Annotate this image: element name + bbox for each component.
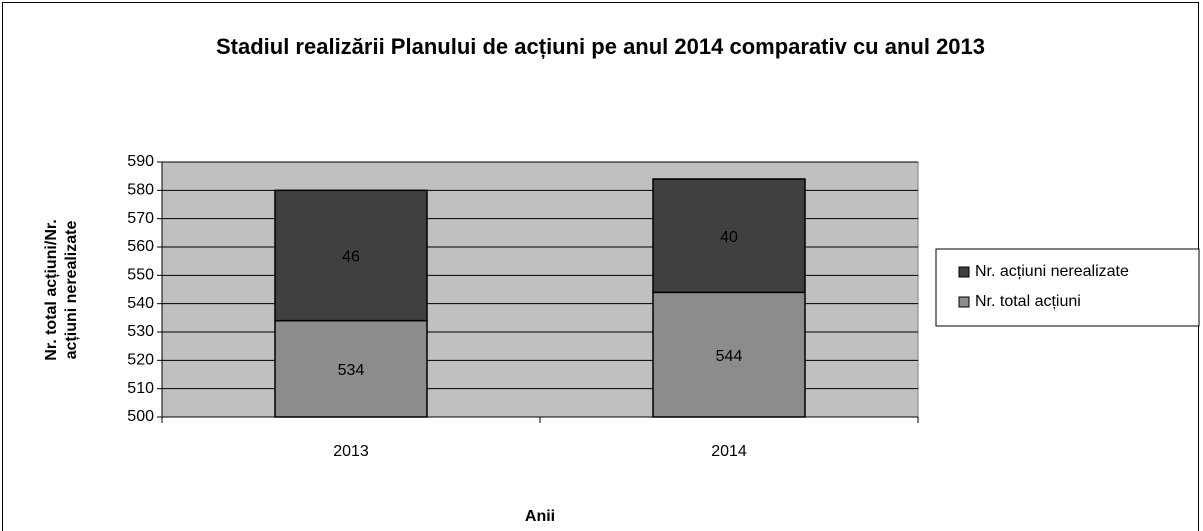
y-tick-label: 580: [127, 182, 154, 199]
y-tick-label: 500: [127, 408, 154, 425]
data-label: 544: [716, 348, 743, 365]
y-tick-label: 520: [127, 352, 154, 369]
bar-segment: [274, 189, 428, 322]
legend-label: Nr. total acțiuni: [975, 293, 1081, 310]
legend-box: [935, 248, 1200, 327]
bar-segment: [652, 178, 806, 294]
y-tick-label: 540: [127, 295, 154, 312]
y-tick-label: 570: [127, 210, 154, 227]
bar-segment: [652, 291, 806, 418]
y-tick-label: 550: [127, 267, 154, 284]
x-tick-label: 2014: [711, 443, 747, 460]
legend-swatch: [958, 266, 970, 278]
data-label: 40: [720, 229, 738, 246]
y-tick-label: 510: [127, 380, 154, 397]
chart-title: Stadiul realizării Planului de acțiuni p…: [215, 34, 986, 59]
x-axis-label: Anii: [525, 508, 555, 525]
legend-label: Nr. acțiuni nerealizate: [975, 263, 1129, 280]
data-label: 46: [342, 249, 360, 266]
y-tick-label: 590: [127, 153, 154, 170]
x-tick-label: 2013: [333, 443, 369, 460]
bar-segment: [274, 319, 428, 418]
y-tick-label: 560: [127, 238, 154, 255]
legend-swatch: [958, 296, 970, 308]
y-tick-label: 530: [127, 323, 154, 340]
data-label: 534: [338, 362, 365, 379]
